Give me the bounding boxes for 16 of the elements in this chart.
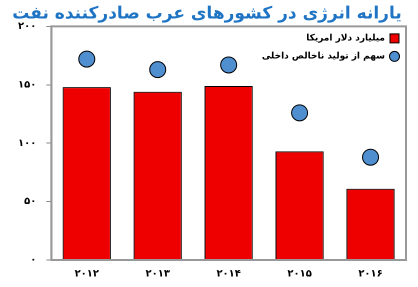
legend-label: میلیارد دلار امریکا: [306, 34, 385, 44]
point: [220, 56, 238, 74]
y-tick-label: ۱۵۰: [18, 79, 36, 90]
x-tick-label: ۲۰۱۴: [216, 268, 241, 280]
point: [291, 104, 308, 122]
x-tick-label: ۲۰۱۳: [146, 268, 170, 280]
y-tick-label: ۱۰۰: [18, 138, 36, 149]
x-tick-label: ۲۰۱۵: [287, 268, 312, 280]
legend-label: سهم از تولید ناخالص داخلی: [262, 52, 386, 62]
x-tick-label: ۲۰۱۶: [358, 268, 383, 280]
point: [149, 61, 166, 78]
point: [78, 50, 96, 68]
y-tick-label: ۰: [30, 254, 36, 266]
point: [362, 148, 380, 166]
x-tick-label: ۲۰۱۲: [74, 268, 99, 280]
y-tick-label: ۵۰: [24, 196, 36, 208]
